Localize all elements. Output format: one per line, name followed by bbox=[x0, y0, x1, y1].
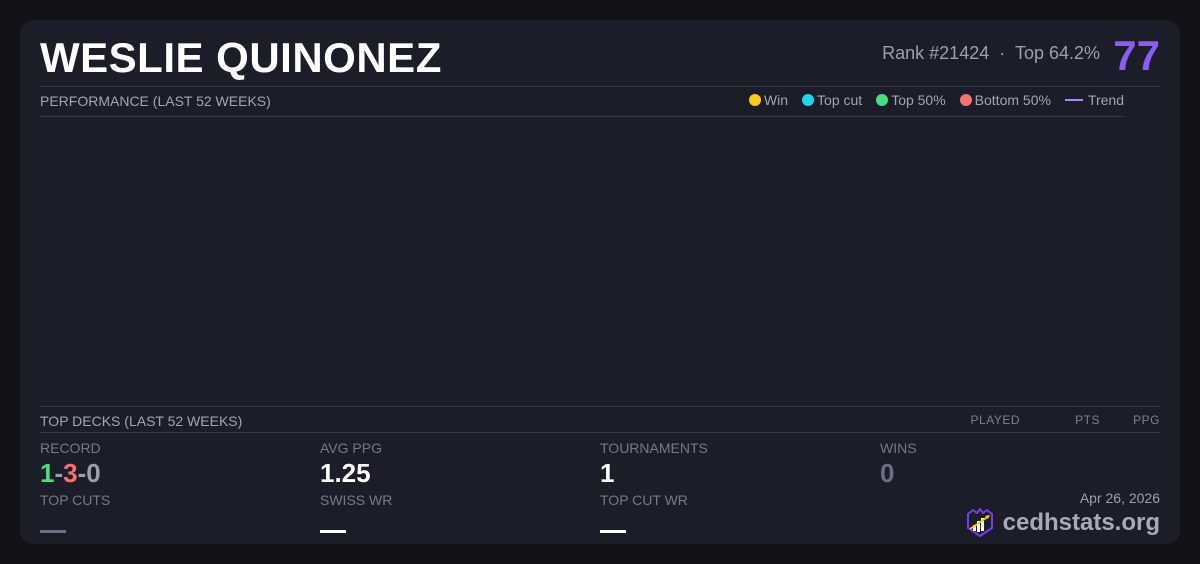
stat-label: SWISS WR bbox=[320, 492, 393, 508]
report-date: Apr 26, 2026 bbox=[1079, 490, 1160, 506]
divider bbox=[40, 86, 1160, 87]
stat-label: TOP CUTS bbox=[40, 492, 111, 508]
top-percent: Top 64.2% bbox=[1014, 43, 1100, 63]
stat-value: 1 bbox=[600, 458, 615, 488]
stat-record: RECORD 1-3-0 bbox=[40, 440, 101, 488]
empty-value-dash bbox=[320, 530, 346, 533]
player-card: WESLIE QUINONEZ Rank #21424 · Top 64.2% … bbox=[20, 20, 1180, 544]
player-score: 77 bbox=[1113, 32, 1160, 79]
divider bbox=[40, 116, 1125, 117]
trend-line-icon bbox=[1064, 99, 1083, 101]
record-wins: 1 bbox=[40, 458, 55, 488]
rank: Rank #21424 bbox=[882, 43, 990, 63]
empty-value-dash bbox=[40, 530, 66, 533]
stat-value: 0 bbox=[880, 458, 895, 488]
performance-chart-area bbox=[40, 117, 1125, 406]
top-cut-dot-icon bbox=[802, 94, 815, 106]
legend-trend: Trend bbox=[1064, 92, 1124, 108]
divider bbox=[40, 432, 1160, 433]
stat-label: RECORD bbox=[40, 440, 101, 456]
win-dot-icon bbox=[748, 94, 761, 106]
legend-bottom-50: Bottom 50% bbox=[959, 92, 1051, 108]
top-decks-title: TOP DECKS (LAST 52 WEEKS) bbox=[40, 413, 243, 429]
performance-title: PERFORMANCE (LAST 52 WEEKS) bbox=[40, 93, 271, 109]
bottom-50-dot-icon bbox=[959, 94, 972, 106]
stat-label: WINS bbox=[880, 440, 917, 456]
legend-label: Trend bbox=[1087, 92, 1124, 108]
brand-name: cedhstats.org bbox=[1002, 509, 1160, 536]
stat-label: TOP CUT WR bbox=[600, 492, 688, 508]
stat-top-cuts: TOP CUTS bbox=[40, 492, 110, 533]
legend-top-50: Top 50% bbox=[876, 92, 946, 108]
stat-avg-ppg: AVG PPG 1.25 bbox=[320, 440, 382, 488]
legend-label: Top cut bbox=[817, 92, 863, 108]
legend-label: Win bbox=[763, 92, 789, 108]
stat-value: 1-3-0 bbox=[40, 458, 101, 488]
chart-legend: Win Top cut Top 50% Bottom 50% Trend bbox=[748, 92, 1124, 108]
record-losses: 3 bbox=[63, 458, 78, 488]
stat-label: AVG PPG bbox=[320, 440, 382, 456]
stat-tournaments: TOURNAMENTS 1 bbox=[600, 440, 708, 488]
col-played: PLAYED bbox=[970, 413, 1020, 427]
cedhstats-logo-icon bbox=[966, 508, 993, 538]
record-sep: - bbox=[54, 458, 64, 488]
stat-value: 1.25 bbox=[320, 458, 371, 488]
stat-label: TOURNAMENTS bbox=[600, 440, 708, 456]
record-draws: 0 bbox=[86, 458, 101, 488]
rank-info: Rank #21424 · Top 64.2% bbox=[882, 43, 1100, 64]
legend-label: Bottom 50% bbox=[974, 92, 1051, 108]
empty-value-dash bbox=[600, 530, 626, 533]
stat-top-cut-wr: TOP CUT WR bbox=[600, 492, 688, 533]
brand-logo[interactable]: cedhstats.org bbox=[965, 508, 1160, 538]
top-50-dot-icon bbox=[876, 94, 889, 106]
divider bbox=[40, 406, 1160, 407]
stat-swiss-wr: SWISS WR bbox=[320, 492, 392, 533]
stat-wins: WINS 0 bbox=[880, 440, 917, 488]
player-name: WESLIE QUINONEZ bbox=[40, 34, 442, 81]
col-pts: PTS bbox=[1075, 413, 1100, 427]
col-ppg: PPG bbox=[1133, 413, 1160, 427]
separator: · bbox=[999, 43, 1006, 63]
legend-label: Top 50% bbox=[891, 92, 946, 108]
legend-top-cut: Top cut bbox=[802, 92, 862, 108]
legend-win: Win bbox=[748, 92, 789, 108]
record-sep: - bbox=[77, 458, 87, 488]
